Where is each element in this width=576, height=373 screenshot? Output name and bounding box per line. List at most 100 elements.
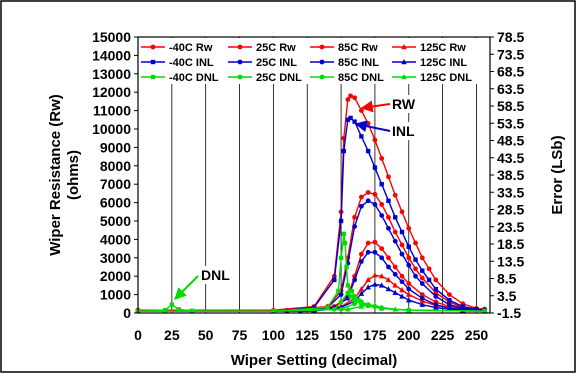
annotation-inl-background xyxy=(389,122,423,140)
y-tick-label-7000: 7000 xyxy=(100,176,131,192)
data-point-125c-dnl-1 xyxy=(270,308,277,314)
data-point-85c-inl-9 xyxy=(386,264,391,270)
legend: -40C Rw 25C Rw 85C Rw 125C Rw -40C INL 25C IN… xyxy=(139,38,483,84)
legend-swatch-marker-125c-dnl xyxy=(401,74,407,80)
annotations: RW INL DNL xyxy=(174,95,423,300)
data-point-25c-inl-15 xyxy=(419,281,425,286)
data-point-40c-dnl-1 xyxy=(162,308,168,313)
data-point-85c-inl-13 xyxy=(419,295,425,301)
data-point-125c-inl-7 xyxy=(378,282,385,288)
data-point-125c-dnl-5 xyxy=(372,302,378,308)
annotation-dnl: DNL xyxy=(174,266,232,300)
data-point-25c-dnl-4 xyxy=(345,290,351,296)
legend-label-40c-inl: -40C INL xyxy=(169,57,214,69)
legend-swatch-marker-40c-rw xyxy=(150,44,156,50)
data-point-125c-dnl-2 xyxy=(345,306,351,312)
x-tick-label-0: 0 xyxy=(134,327,142,343)
data-point-40c-inl-21 xyxy=(447,297,452,303)
data-point-40c-inl-8 xyxy=(352,119,357,124)
data-point-125c-rw-8 xyxy=(385,276,392,283)
data-point-25c-dnl-6 xyxy=(352,294,358,299)
legend-swatch-marker-85c-dnl xyxy=(319,74,325,80)
legend-item-125c-rw: 125C Rw xyxy=(392,42,466,54)
data-point-40c-inl-14 xyxy=(393,215,398,220)
legend-item-40c-inl: -40C INL xyxy=(141,57,214,69)
y2-tick-label-23-5: 23.5 xyxy=(497,219,524,235)
data-point-40c-inl-5 xyxy=(341,148,346,154)
y2-tick-label-33-5: 33.5 xyxy=(497,184,524,200)
annotation-rw-background xyxy=(389,95,423,113)
data-point-25c-inl-3 xyxy=(338,292,344,297)
y-tick-label-10000: 10000 xyxy=(92,121,131,137)
data-point-85c-rw-6 xyxy=(365,240,371,246)
annotation-inl-arrow xyxy=(354,120,391,133)
data-point-125c-inl-11 xyxy=(405,297,412,303)
data-point-25c-inl-8 xyxy=(372,202,378,207)
data-point-40c-inl-2 xyxy=(311,305,317,310)
data-point-40c-rw-15 xyxy=(399,209,405,215)
data-point-85c-dnl-5 xyxy=(358,299,364,305)
annotation-rw: RW xyxy=(360,95,423,113)
data-point-25c-rw-5 xyxy=(352,214,358,220)
y-tick-label-2000: 2000 xyxy=(100,268,131,284)
legend-item-85c-rw: 85C Rw xyxy=(310,42,378,54)
annotation-inl-label: INL xyxy=(392,123,415,139)
annotation-inl: INL xyxy=(354,120,423,140)
data-point-40c-rw-9 xyxy=(358,108,364,113)
legend-swatch-marker-125c-rw xyxy=(401,44,407,50)
y2-tick-label-3-5: 3.5 xyxy=(497,288,517,304)
data-point-25c-inl-14 xyxy=(413,273,418,279)
data-point-40c-inl-19 xyxy=(426,277,432,283)
y2-tick-label-38-5: 38.5 xyxy=(497,167,524,183)
x-tick-label-200: 200 xyxy=(397,327,421,343)
annotation-rw-label: RW xyxy=(392,96,416,112)
data-point-85c-rw-10 xyxy=(392,264,398,270)
y2-tick-label-53-5: 53.5 xyxy=(497,115,524,131)
legend-label-40c-rw: -40C Rw xyxy=(169,42,213,54)
data-point-40c-dnl-14 xyxy=(352,297,357,303)
x-tick-label-225: 225 xyxy=(431,327,455,343)
series-line-25c-inl xyxy=(138,199,485,312)
legend-label-85c-dnl: 85C DNL xyxy=(338,72,384,84)
data-point-85c-rw-12 xyxy=(406,281,412,286)
data-point-40c-rw-6 xyxy=(345,97,351,102)
data-point-40c-dnl-12 xyxy=(345,283,351,288)
y-tick-label-11000: 11000 xyxy=(93,103,131,119)
data-point-40c-dnl-9 xyxy=(341,231,346,237)
data-point-125c-inl-10 xyxy=(399,293,405,299)
annotation-dnl-arrow xyxy=(174,275,199,300)
legend-swatch-marker-85c-rw xyxy=(319,44,325,50)
data-point-85c-inl-6 xyxy=(365,249,371,255)
data-point-40c-inl-12 xyxy=(379,182,384,187)
legend-item-85c-inl: 85C INL xyxy=(310,57,379,69)
data-point-125c-inl-13 xyxy=(433,304,439,310)
legend-swatch-marker-25c-rw xyxy=(237,44,243,50)
legend-item-25c-dnl: 25C DNL xyxy=(228,72,302,84)
data-point-40c-rw-18 xyxy=(419,255,425,261)
y-axis-title-line2: (ohms) xyxy=(65,150,82,200)
data-point-40c-dnl-10 xyxy=(342,240,348,246)
data-point-40c-rw-21 xyxy=(446,292,452,297)
data-point-125c-inl-12 xyxy=(419,301,426,307)
y-tick-label-5000: 5000 xyxy=(100,213,131,229)
y2-tick-label-73-5: 73.5 xyxy=(497,46,524,62)
x-axis-title: Wiper Setting (decimal) xyxy=(231,352,398,369)
data-point-40c-rw-13 xyxy=(386,174,391,180)
y-tick-label-15000: 15000 xyxy=(92,29,131,45)
legend-label-25c-rw: 25C Rw xyxy=(256,42,296,54)
legend-item-40c-dnl: -40C DNL xyxy=(141,72,219,84)
data-point-125c-dnl-8 xyxy=(405,307,412,313)
data-point-125c-inl-6 xyxy=(372,281,378,287)
data-point-40c-rw-14 xyxy=(392,192,398,198)
data-point-85c-rw-5 xyxy=(358,251,364,257)
data-point-40c-inl-13 xyxy=(386,198,391,203)
y2-tick-label-78-5: 78.5 xyxy=(497,29,524,45)
legend-swatch-marker-25c-dnl xyxy=(237,74,243,80)
data-point-125c-rw-11 xyxy=(405,291,412,297)
data-point-125c-rw-10 xyxy=(399,287,405,293)
data-point-25c-dnl-5 xyxy=(349,288,355,294)
legend-label-125c-rw: 125C Rw xyxy=(420,42,466,54)
y2-tick-label-18-5: 18.5 xyxy=(497,236,524,252)
x-tick-label-175: 175 xyxy=(363,327,387,343)
legend-label-85c-rw: 85C Rw xyxy=(338,42,378,54)
